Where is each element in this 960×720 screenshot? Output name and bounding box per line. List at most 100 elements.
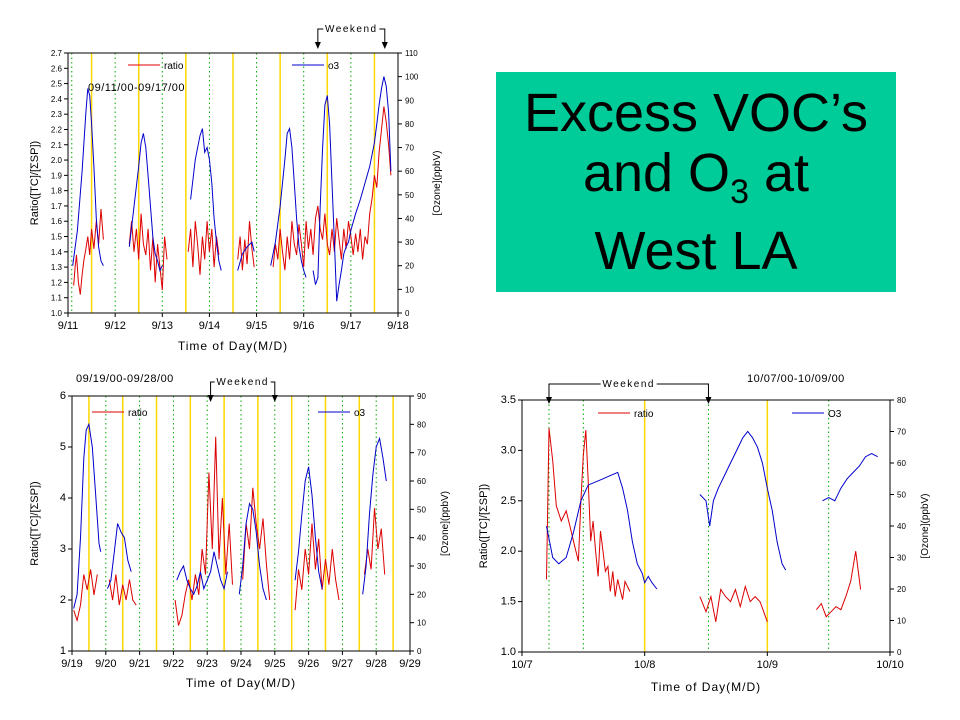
series-o3-line (237, 241, 255, 271)
y2-tick-label: 80 (417, 420, 426, 429)
y-tick-label: 1.9 (51, 171, 63, 180)
title-line-2: and O3 at (583, 143, 809, 222)
y-tick-label: 1.0 (501, 646, 516, 658)
x-tick-label: 9/16 (293, 320, 314, 332)
weekend-arrow-right (381, 42, 388, 49)
series-o3-line (176, 551, 228, 596)
y2-tick-label: 90 (405, 96, 414, 105)
weekend-label: Weekend (216, 377, 269, 388)
y-axis-label: Ratio([TC]/[ΣSP]) (29, 141, 41, 225)
y2-tick-label: 80 (405, 120, 414, 129)
series-o3-line (546, 471, 658, 590)
y2-tick-label: 30 (417, 562, 426, 571)
x-tick-label: 9/19 (61, 658, 82, 670)
x-tick-label: 9/22 (163, 658, 184, 670)
y2-tick-label: 50 (417, 505, 426, 514)
legend-o3-label: o3 (328, 61, 340, 72)
title-line-2-end: at (748, 142, 810, 203)
y-axis-label: Ratio([TC]/[ΣSP]) (29, 481, 41, 565)
y2-tick-label: 30 (897, 554, 906, 563)
series-o3-line (312, 76, 392, 302)
series-o3-line (822, 453, 878, 502)
y2-tick-label: 20 (405, 262, 414, 271)
x-tick-label: 9/13 (152, 320, 173, 332)
y-tick-label: 2.1 (51, 141, 63, 150)
y2-axis-label: [Ozone](ppbV) (432, 150, 443, 215)
y2-axis-label: [Ozone](ppbV) (920, 493, 931, 558)
y2-tick-label: 50 (897, 491, 906, 500)
legend-ratio-label: ratio (634, 409, 654, 420)
y2-tick-label: 40 (417, 534, 426, 543)
series-ratio-line (699, 584, 768, 622)
y-tick-label: 4 (60, 492, 66, 504)
y-tick-label: 3 (60, 543, 66, 555)
y2-tick-label: 0 (405, 309, 410, 318)
x-tick-label: 9/17 (340, 320, 361, 332)
y2-axis-label: [Ozone](ppbV) (440, 491, 451, 556)
x-axis-label: Time of Day(M/D) (178, 339, 288, 353)
y2-tick-label: 40 (405, 214, 414, 223)
weekend-label-bg (323, 21, 380, 33)
y2-tick-label: 110 (405, 49, 418, 58)
weekend-arrow-left (545, 397, 552, 404)
legend-ratio-label: ratio (128, 408, 148, 419)
y-tick-label: 2.0 (51, 156, 63, 165)
y-tick-label: 2.4 (51, 95, 63, 104)
weekend-arrow-left (207, 395, 214, 402)
series-ratio-line (73, 569, 98, 623)
x-tick-label: 9/18 (387, 320, 408, 332)
series-ratio-line (187, 221, 220, 275)
x-tick-label: 9/26 (298, 658, 319, 670)
x-tick-label: 9/15 (246, 320, 267, 332)
y2-tick-label: 60 (417, 477, 426, 486)
x-tick-label: 10/9 (757, 659, 778, 671)
x-tick-label: 9/14 (199, 320, 220, 332)
legend-o3-label: o3 (354, 408, 366, 419)
series-ratio-line (363, 508, 386, 575)
y2-tick-label: 20 (897, 585, 906, 594)
title-line-2-text: and O (582, 142, 731, 203)
y-tick-label: 2.2 (51, 125, 63, 134)
y-tick-label: 1.3 (51, 263, 63, 272)
weekend-label: Weekend (602, 379, 655, 390)
y-tick-label: 1.5 (51, 233, 63, 242)
weekend-label: Weekend (325, 24, 378, 35)
y-tick-label: 5 (60, 441, 66, 453)
y-axis-label: Ratio([TC]/[ΣSP]) (478, 484, 490, 568)
y2-tick-label: 70 (897, 428, 906, 437)
x-tick-label: 9/21 (129, 658, 150, 670)
weekend-label-bg (600, 376, 657, 388)
series-o3-line (270, 126, 307, 278)
title-subscript: 3 (730, 172, 749, 211)
series-ratio-line (816, 551, 862, 618)
series-o3-line (699, 430, 787, 571)
weekend-arrow-right (705, 397, 712, 404)
y-tick-label: 2 (60, 594, 66, 606)
series-o3-line (238, 502, 267, 601)
plot-frame (67, 52, 399, 314)
y2-tick-label: 50 (405, 191, 414, 200)
y-tick-label: 1.8 (51, 187, 63, 196)
weekend-arrow-right (271, 395, 278, 402)
y2-tick-label: 0 (897, 648, 902, 657)
plot-frame (521, 399, 891, 653)
y2-tick-label: 30 (405, 238, 414, 247)
x-tick-label: 10/7 (511, 659, 532, 671)
series-o3-line (72, 88, 104, 266)
x-tick-label: 9/28 (365, 658, 386, 670)
series-o3-line (107, 523, 132, 589)
x-tick-label: 9/29 (399, 658, 420, 670)
series-ratio-line (108, 574, 137, 606)
x-tick-label: 9/12 (104, 320, 125, 332)
series-o3-line (73, 422, 102, 609)
y-tick-label: 3.0 (501, 444, 516, 456)
x-tick-label: 9/25 (264, 658, 285, 670)
series-ratio-line (546, 428, 631, 600)
series-ratio-line (294, 523, 340, 611)
y-tick-label: 1.0 (51, 309, 63, 318)
y-tick-label: 6 (60, 390, 66, 402)
y2-tick-label: 0 (417, 647, 422, 656)
x-axis-label: Time of Day(M/D) (651, 680, 761, 694)
y2-tick-label: 10 (405, 285, 414, 294)
